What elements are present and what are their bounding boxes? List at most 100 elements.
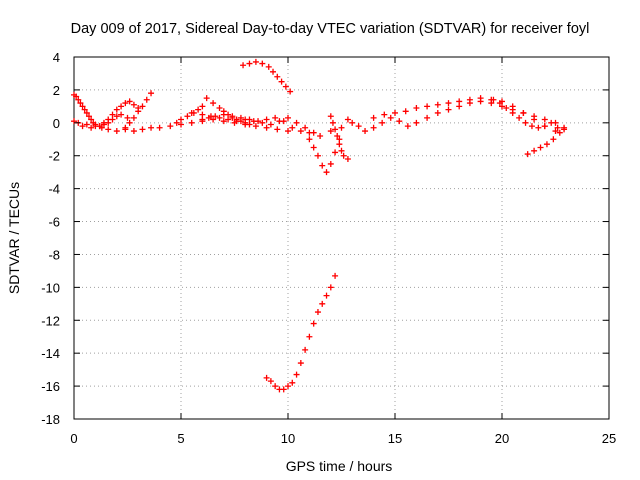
y-tick-label: -8 [48, 247, 60, 262]
series-arc-9 [327, 113, 351, 163]
data-point [327, 160, 334, 167]
y-axis-ticks: -18 -16 -14 -12 -10 -8 -6 -4 -2 0 2 4 [41, 50, 609, 427]
data-point [338, 147, 345, 154]
data-point [362, 128, 369, 135]
data-point [88, 116, 95, 123]
data-point [130, 101, 137, 108]
data-point [289, 124, 296, 131]
data-point [402, 108, 409, 115]
data-point [263, 124, 270, 131]
data-point [92, 121, 99, 128]
data-point [274, 126, 281, 133]
data-point [139, 126, 146, 133]
data-point [344, 156, 351, 163]
data-point [190, 109, 197, 116]
data-point [543, 141, 550, 148]
data-point [285, 383, 291, 390]
data-point [272, 383, 279, 390]
series-arc-6 [199, 111, 345, 139]
y-tick-label: -12 [41, 313, 60, 328]
data-point [531, 147, 538, 154]
data-point [310, 144, 317, 151]
data-point [332, 126, 339, 133]
data-point [130, 128, 137, 135]
data-point [130, 114, 137, 121]
x-tick-label: 25 [602, 431, 616, 446]
series-arc-4 [122, 90, 155, 131]
data-point [135, 108, 142, 115]
data-point [96, 123, 103, 130]
data-point [79, 123, 86, 130]
y-tick-label: -6 [48, 215, 60, 230]
data-point [276, 118, 283, 125]
data-point [319, 300, 326, 307]
x-axis-label: GPS time / hours [286, 458, 393, 474]
data-point [113, 106, 120, 113]
y-tick-label: -14 [41, 346, 60, 361]
data-point [285, 128, 291, 135]
data-point [267, 378, 274, 385]
data-point [456, 98, 463, 105]
data-point [379, 119, 386, 126]
data-point [334, 132, 341, 139]
data-point [297, 360, 304, 367]
data-point [381, 111, 388, 118]
data-point [252, 123, 259, 130]
data-point [143, 96, 150, 103]
data-point [280, 386, 287, 393]
data-markers [71, 58, 568, 393]
y-tick-label: -2 [48, 149, 60, 164]
data-point [199, 103, 206, 110]
data-point [355, 123, 362, 130]
data-point [516, 114, 523, 121]
data-point [216, 105, 223, 112]
data-point [445, 100, 452, 107]
data-point [528, 123, 535, 130]
plot-frame [73, 56, 610, 420]
data-point [100, 119, 107, 126]
data-point [122, 100, 129, 107]
y-tick-label: 0 [53, 116, 60, 131]
data-point [199, 111, 206, 118]
gridlines [74, 57, 609, 419]
data-point [81, 106, 88, 113]
data-point [370, 124, 377, 131]
data-point [237, 114, 244, 121]
data-point [310, 129, 317, 136]
data-point [413, 119, 420, 126]
x-tick-label: 0 [70, 431, 77, 446]
chart-title: Day 009 of 2017, Sidereal Day-to-day VTE… [71, 21, 590, 37]
data-point [327, 284, 334, 291]
data-point [314, 152, 321, 159]
data-point [396, 118, 403, 125]
data-point [509, 109, 516, 116]
data-point [188, 119, 195, 126]
data-point [541, 123, 548, 130]
data-point [554, 124, 561, 131]
data-point [445, 106, 452, 113]
y-tick-label: 2 [53, 83, 60, 98]
data-point [336, 141, 343, 148]
data-point [156, 124, 163, 131]
data-point [392, 109, 398, 116]
data-point [293, 119, 300, 126]
data-point [118, 111, 125, 118]
data-point [404, 123, 411, 130]
data-point [124, 114, 131, 121]
data-point [195, 106, 202, 113]
data-point [552, 128, 559, 135]
data-point [278, 78, 285, 85]
data-point [272, 114, 279, 121]
data-point [263, 116, 270, 123]
data-point [207, 113, 214, 120]
data-point [122, 124, 129, 131]
data-point [210, 100, 217, 107]
data-point [240, 62, 247, 69]
data-point [85, 113, 92, 120]
series-arc-13 [524, 129, 563, 158]
data-point [541, 116, 548, 123]
data-point [270, 68, 277, 75]
data-point [349, 119, 356, 126]
data-point [246, 60, 253, 67]
